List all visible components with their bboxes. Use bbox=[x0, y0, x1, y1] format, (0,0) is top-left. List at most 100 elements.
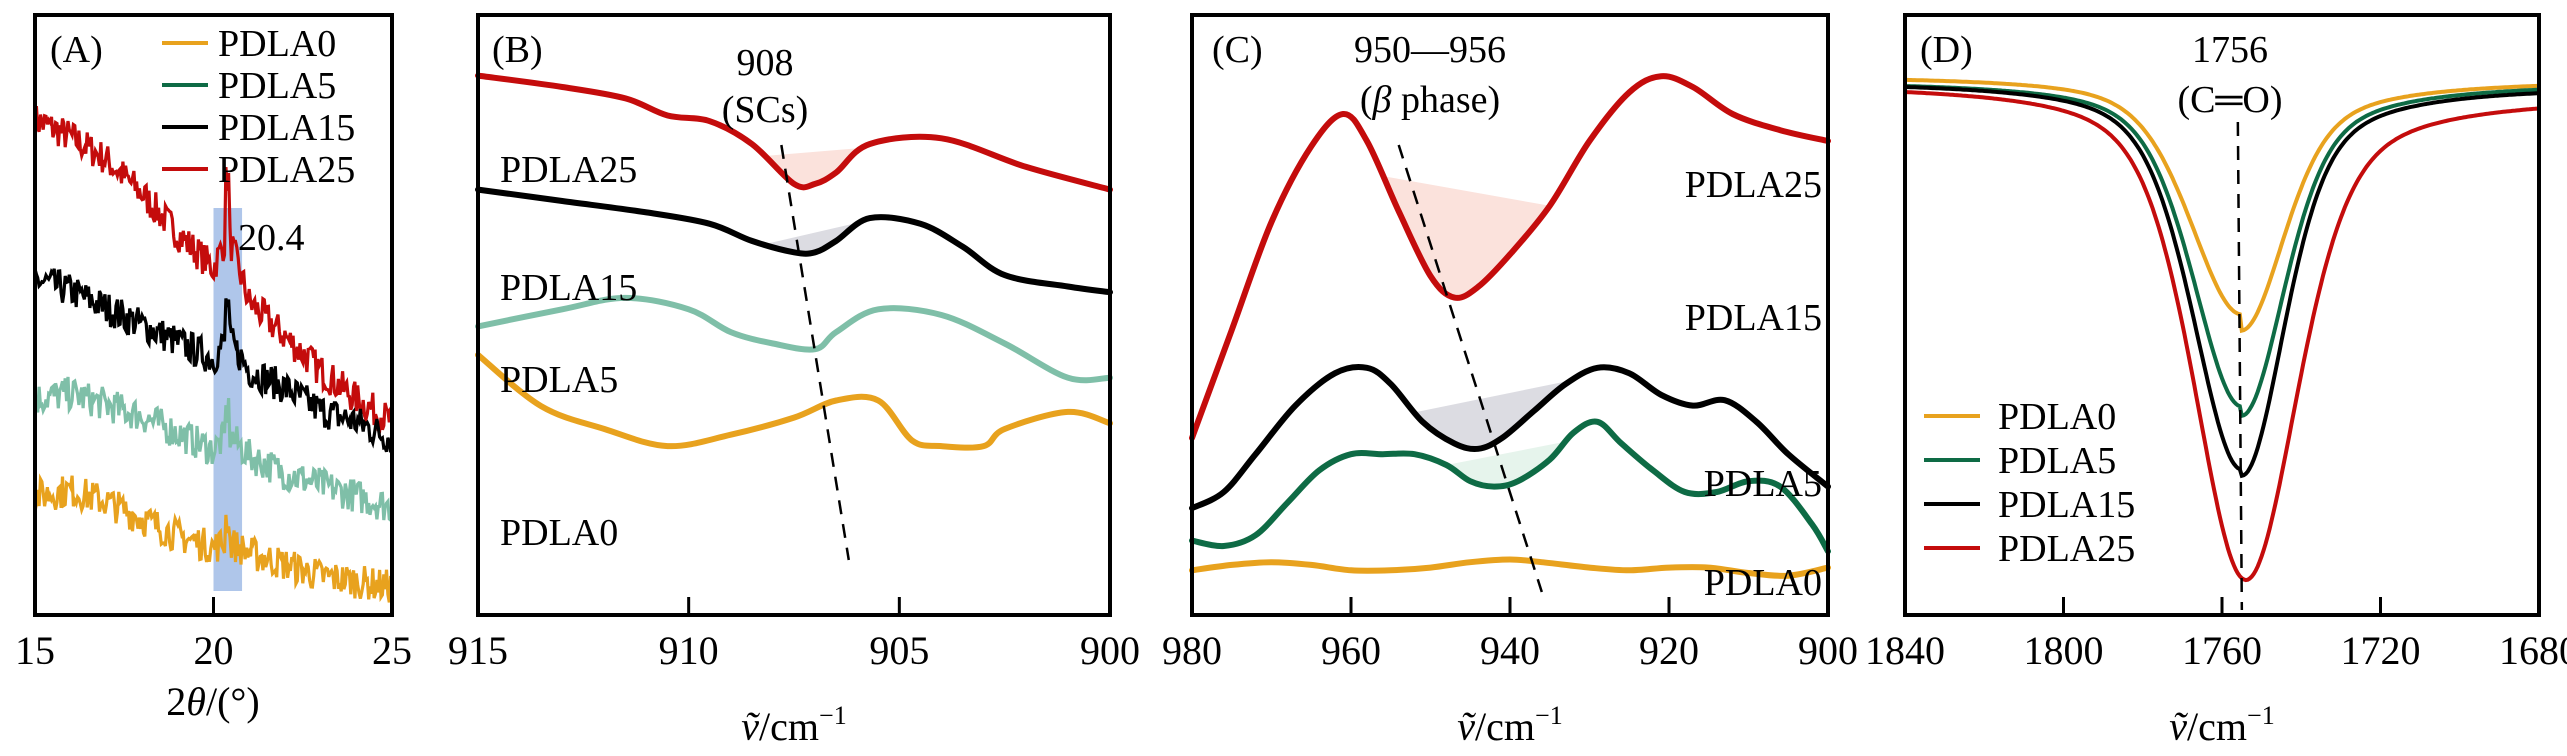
x-tick-label: 1760 bbox=[2182, 628, 2262, 673]
shaded-region bbox=[1446, 441, 1566, 487]
x-axis-title-prefix: 2 bbox=[166, 679, 186, 724]
guide-line bbox=[2236, 121, 2244, 611]
annotation-c: (C bbox=[2177, 79, 2215, 121]
annotation-value: 950—956 bbox=[1354, 29, 1506, 71]
series-group bbox=[33, 106, 394, 603]
shade-group bbox=[1382, 176, 1574, 487]
x-axis-unit: /cm bbox=[759, 704, 819, 749]
annotation-subtext: (β phase) bbox=[1360, 79, 1500, 121]
series-pdla5 bbox=[475, 294, 1113, 384]
annotation-phase-text: phase) bbox=[1391, 79, 1500, 121]
series-pdla25 bbox=[33, 106, 394, 434]
x-tick-label: 905 bbox=[869, 628, 929, 673]
panel-label: (C) bbox=[1212, 29, 1263, 71]
annotation-o: O) bbox=[2242, 79, 2282, 121]
series-pdla25 bbox=[1189, 73, 1831, 441]
shaded-region bbox=[764, 220, 866, 253]
legend-label: PDLA15 bbox=[218, 107, 355, 149]
x-axis-unit: /cm bbox=[1475, 704, 1535, 749]
x-tick-label: 25 bbox=[372, 628, 412, 673]
curve-label-pdla0: PDLA0 bbox=[1704, 562, 1822, 604]
x-axis-unit: /cm bbox=[2187, 704, 2247, 749]
x-axis-title: ṽ/cm−1 bbox=[741, 701, 846, 749]
curve-label-pdla25: PDLA25 bbox=[1685, 164, 1822, 206]
series-pdla15 bbox=[1189, 363, 1831, 512]
peak-annotation: 20.4 bbox=[238, 217, 305, 259]
x-tick-label: 1680 bbox=[2499, 628, 2567, 673]
shaded-region bbox=[764, 147, 866, 184]
shaded-region bbox=[1414, 379, 1574, 449]
curve-label-pdla15: PDLA15 bbox=[500, 267, 637, 309]
guide-line bbox=[780, 144, 851, 561]
tick-group: 1840 1800 1760 1720 1680 bbox=[1865, 597, 2567, 673]
series-pdla5 bbox=[33, 376, 394, 524]
x-tick-label: 920 bbox=[1639, 628, 1699, 673]
x-tick-label: 20 bbox=[194, 628, 234, 673]
curve-label-pdla5: PDLA5 bbox=[1704, 463, 1822, 505]
series-pdla25 bbox=[475, 72, 1113, 193]
x-axis-exponent: −1 bbox=[819, 701, 847, 730]
panel-label: (B) bbox=[492, 29, 543, 71]
series-pdla5 bbox=[1904, 84, 2540, 419]
series-pdla15 bbox=[33, 268, 394, 453]
panel-label: (A) bbox=[50, 29, 103, 71]
curve-label-pdla5: PDLA5 bbox=[500, 359, 618, 401]
legend-label: PDLA15 bbox=[1998, 484, 2135, 526]
series-pdla15 bbox=[475, 186, 1113, 296]
x-axis-title: 2θ/(°) bbox=[166, 679, 259, 724]
x-tick-label: 1720 bbox=[2341, 628, 2421, 673]
nu-tilde-symbol: ṽ bbox=[741, 704, 760, 749]
x-tick-label: 900 bbox=[1798, 628, 1858, 673]
plot-frame bbox=[476, 13, 1112, 617]
panel-b: 915 910 905 900 (B) 908 (SCs) PDLA25 PDLA15… bbox=[448, 13, 1140, 749]
annotation-paren-open: ( bbox=[1360, 79, 1373, 121]
shade-group bbox=[764, 147, 866, 253]
beta-symbol: β bbox=[1372, 79, 1392, 121]
x-axis-title-theta: θ bbox=[186, 679, 206, 724]
tick-group: 980 960 940 920 900 bbox=[1162, 597, 1858, 673]
x-tick-label: 980 bbox=[1162, 628, 1222, 673]
series-pdla0 bbox=[475, 351, 1113, 451]
curve-label-pdla15: PDLA15 bbox=[1685, 297, 1822, 339]
series-pdla0 bbox=[33, 473, 394, 603]
nu-tilde-symbol: ṽ bbox=[2169, 704, 2188, 749]
curve-label-pdla25: PDLA25 bbox=[500, 149, 637, 191]
x-tick-label: 1800 bbox=[2024, 628, 2104, 673]
x-tick-label: 1840 bbox=[1865, 628, 1945, 673]
panel-d: 1840 1800 1760 1720 1680 (D) 1756 (C═O) PDLA… bbox=[1865, 13, 2567, 749]
x-tick-label: 915 bbox=[448, 628, 508, 673]
legend-label: PDLA5 bbox=[218, 65, 336, 107]
x-axis-title: ṽ/cm−1 bbox=[1457, 701, 1562, 749]
annotation-value: 908 bbox=[737, 42, 794, 84]
legend-label: PDLA5 bbox=[1998, 440, 2116, 482]
series-group bbox=[1904, 77, 2540, 583]
annotation-value: 1756 bbox=[2192, 29, 2268, 71]
x-axis-title: ṽ/cm−1 bbox=[2169, 701, 2274, 749]
series-pdla0 bbox=[1905, 77, 2540, 334]
x-axis-exponent: −1 bbox=[1535, 701, 1563, 730]
x-tick-label: 910 bbox=[659, 628, 719, 673]
double-bond-symbol: ═ bbox=[2214, 79, 2243, 121]
legend-label: PDLA25 bbox=[1998, 528, 2135, 570]
tick-group: 915 910 905 900 bbox=[448, 597, 1140, 673]
annotation-subtext: (C═O) bbox=[2177, 79, 2282, 121]
curve-label-pdla0: PDLA0 bbox=[500, 512, 618, 554]
annotation-subtext: (SCs) bbox=[722, 89, 809, 131]
legend-label: PDLA0 bbox=[218, 23, 336, 65]
x-tick-label: 900 bbox=[1080, 628, 1140, 673]
series-group bbox=[475, 72, 1113, 451]
series-pdla25 bbox=[1904, 90, 2540, 583]
x-tick-label: 960 bbox=[1321, 628, 1381, 673]
nu-tilde-symbol: ṽ bbox=[1457, 704, 1476, 749]
legend-label: PDLA25 bbox=[218, 149, 355, 191]
x-tick-label: 940 bbox=[1480, 628, 1540, 673]
series-group bbox=[1189, 73, 1831, 579]
series-pdla5 bbox=[1189, 418, 1831, 555]
series-pdla0 bbox=[1189, 556, 1831, 579]
panel-c: 980 960 940 920 900 (C) 950—956 (β phase) PD… bbox=[1162, 13, 1858, 749]
x-axis-exponent: −1 bbox=[2247, 701, 2275, 730]
